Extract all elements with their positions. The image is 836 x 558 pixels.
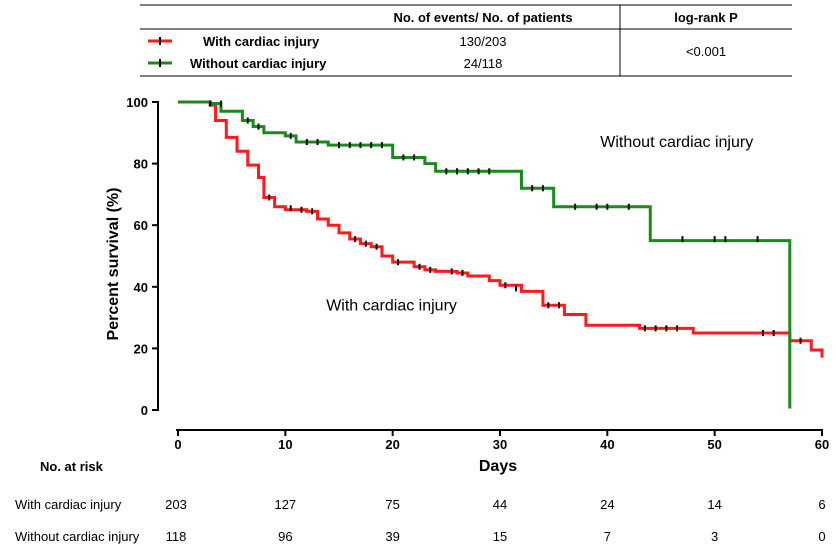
risk-value: 7 [604,529,611,544]
header-logrank: log-rank P [674,10,738,25]
legend-row-with: With cardiac injury 130/203 [148,34,507,49]
censor-marks [209,100,802,344]
annotation-with: With cardiac injury [326,297,457,314]
y-tick-label: 0 [141,403,148,418]
annotation-without: Without cardiac injury [600,134,753,151]
legend-row-without: Without cardiac injury 24/118 [148,56,502,71]
events-without: 24/118 [464,56,503,71]
risk-value: 24 [600,497,614,512]
risk-value: 3 [711,529,718,544]
risk-values: 203 127 75 44 24 14 6 118 96 39 15 7 3 0 [165,497,825,544]
curve-with [178,100,824,358]
risk-value: 118 [166,529,187,544]
y-ticks: 0 20 40 60 80 100 [126,95,158,418]
events-table: No. of events/ No. of patients log-rank … [140,4,792,77]
logrank-p-value: <0.001 [686,44,726,59]
x-tick-label: 40 [600,437,614,452]
legend-label-with: With cardiac injury [203,34,320,49]
x-tick-label: 30 [493,437,507,452]
risk-value: 75 [385,497,399,512]
x-tick-label: 50 [707,437,721,452]
y-axis-title: Percent survival (%) [105,188,122,341]
y-tick-label: 40 [134,280,148,295]
y-tick-label: 80 [134,157,148,172]
risk-value: 14 [707,497,721,512]
x-tick-label: 10 [278,437,292,452]
x-tick-label: 60 [815,437,829,452]
risk-value: 0 [818,529,825,544]
x-axis-title: Days [479,458,517,475]
y-tick-label: 60 [134,218,148,233]
y-tick-label: 20 [134,341,148,356]
risk-row-label-with: With cardiac injury [15,497,122,512]
risk-value: 96 [278,529,292,544]
curve-without [178,100,792,409]
events-with: 130/203 [460,34,507,49]
risk-row-label-without: Without cardiac injury [15,529,140,544]
header-events: No. of events/ No. of patients [393,10,572,25]
risk-value: 39 [385,529,399,544]
y-tick-label: 100 [126,95,148,110]
risk-value: 6 [818,497,825,512]
x-ticks: 0 10 20 30 40 50 60 [174,430,829,452]
risk-value: 44 [493,497,507,512]
legend-label-without: Without cardiac injury [190,56,327,71]
risk-table-title: No. at risk [40,459,104,474]
x-tick-label: 20 [385,437,399,452]
x-tick-label: 0 [174,437,181,452]
curves [178,100,824,409]
risk-value: 15 [493,529,507,544]
risk-value: 203 [165,497,187,512]
risk-value: 127 [274,497,296,512]
